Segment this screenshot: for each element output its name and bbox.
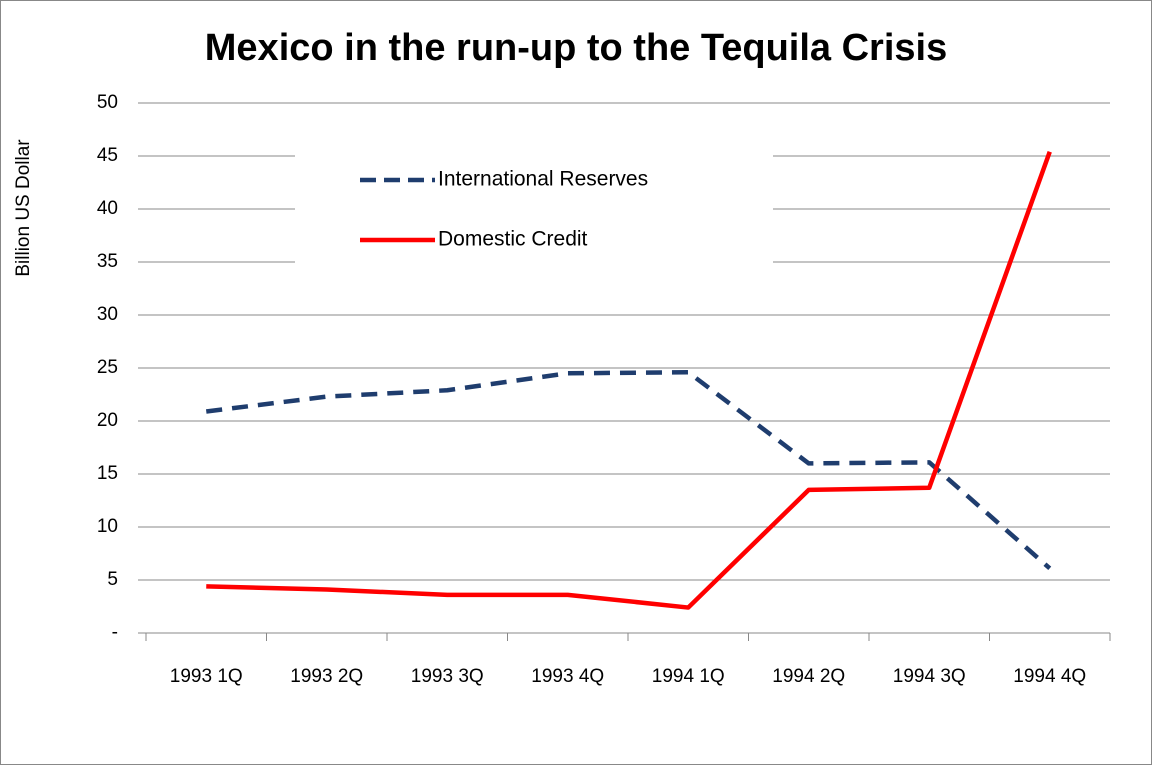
x-tick-label: 1993 4Q	[531, 666, 604, 687]
x-tick-label: 1994 3Q	[893, 666, 966, 687]
series-line	[205, 369, 1052, 571]
y-tick-label: 20	[97, 410, 118, 431]
x-tick-label: 1993 1Q	[170, 666, 243, 687]
series-line	[206, 151, 1052, 610]
x-tick-label: 1994 4Q	[1013, 666, 1086, 687]
y-tick-label: 50	[97, 92, 118, 113]
chart-title: Mexico in the run-up to the Tequila Cris…	[205, 27, 947, 69]
x-tick-label: 1993 2Q	[290, 666, 363, 687]
legend-box	[295, 150, 773, 266]
x-tick-label: 1993 3Q	[411, 666, 484, 687]
x-tick-label: 1994 1Q	[652, 666, 725, 687]
y-tick-label: 5	[107, 569, 118, 590]
x-tick-label: 1994 2Q	[772, 666, 845, 687]
y-tick-label: 10	[97, 516, 118, 537]
y-axis-label: Billion US Dollar	[13, 139, 34, 277]
y-tick-label: 45	[97, 145, 118, 166]
legend-label: International Reserves	[438, 168, 648, 191]
y-tick-label: 40	[97, 198, 118, 219]
y-tick-label: 30	[97, 304, 118, 325]
y-tick-label: 15	[97, 463, 118, 484]
y-tick-label: -	[112, 622, 118, 643]
legend-label: Domestic Credit	[438, 228, 588, 251]
y-tick-label: 25	[97, 357, 118, 378]
y-tick-label: 35	[97, 251, 118, 272]
